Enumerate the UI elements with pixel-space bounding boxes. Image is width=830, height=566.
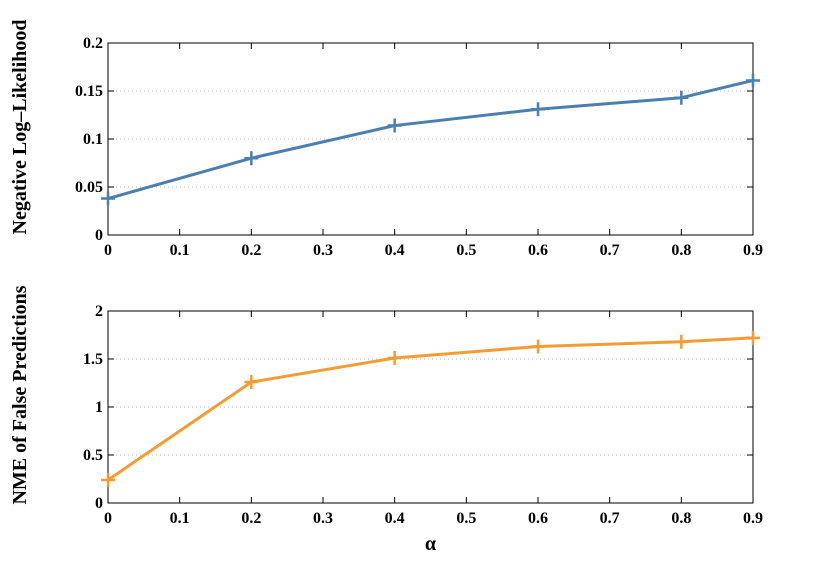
bottom-chart-nme: 0 0.1 0.2 0.3 0.4 0.5 0.6 0.7 0.8 0.9 0 0.5 1 1.5 2 NME… [9,285,763,555]
x-tick-label: 0.9 [743,510,763,527]
y-tick-label: 2 [95,303,103,320]
series-line [107,78,754,200]
x-tick-label: 0.6 [528,510,548,527]
x-tick-label: 0.1 [170,510,190,527]
x-tick-label: 0.6 [528,242,548,259]
data-point-marker [674,90,689,105]
x-tick-label: 0.2 [241,510,261,527]
y-tick-label: 0.1 [83,131,103,148]
y-tick-label: 1 [95,399,103,416]
top-chart-nll: 0 0.1 0.2 0.3 0.4 0.5 0.6 0.7 0.8 0.9 0 0.05 0.1 0.15… [9,19,763,259]
data-point-marker [387,118,402,133]
x-tick-label: 0 [104,242,112,259]
data-point-marker [674,334,689,349]
y-tick-label: 0.5 [83,447,103,464]
y-tick-label: 0.05 [75,179,103,196]
data-point-marker [101,472,115,487]
y-tick-label: 0.2 [83,35,103,52]
data-point-marker [101,191,115,206]
x-tick-label: 0.2 [241,242,261,259]
x-tick-label: 0.7 [600,510,620,527]
x-tick-label: 0 [104,510,112,527]
y-tick-label: 1.5 [83,351,103,368]
data-point-marker [244,375,259,390]
data-point-marker [746,73,760,88]
x-axis-title: α [425,533,436,555]
x-tick-label: 0.1 [170,242,190,259]
x-tick-label: 0.3 [313,510,333,527]
x-tick-label: 0.9 [743,242,763,259]
y-axis-title: Negative Log–Likelihood [9,19,31,234]
data-point-marker [387,351,402,366]
x-tick-label: 0.5 [456,242,476,259]
series-line [107,336,754,482]
x-tick-label: 0.7 [600,242,620,259]
x-tick-label: 0.5 [456,510,476,527]
data-point-marker [531,339,545,354]
x-tick-label: 0.4 [385,242,405,259]
data-point-marker [531,102,545,117]
y-axis-title: NME of False Predictions [9,285,31,504]
y-tick-label: 0 [95,495,103,512]
data-point-marker [746,330,760,345]
x-tick-label: 0.3 [313,242,333,259]
y-tick-label: 0.15 [75,83,103,100]
x-tick-label: 0.4 [385,510,405,527]
x-tick-label: 0.8 [671,242,691,259]
y-tick-label: 0 [95,227,103,244]
x-tick-label: 0.8 [671,510,691,527]
data-point-marker [244,151,259,166]
